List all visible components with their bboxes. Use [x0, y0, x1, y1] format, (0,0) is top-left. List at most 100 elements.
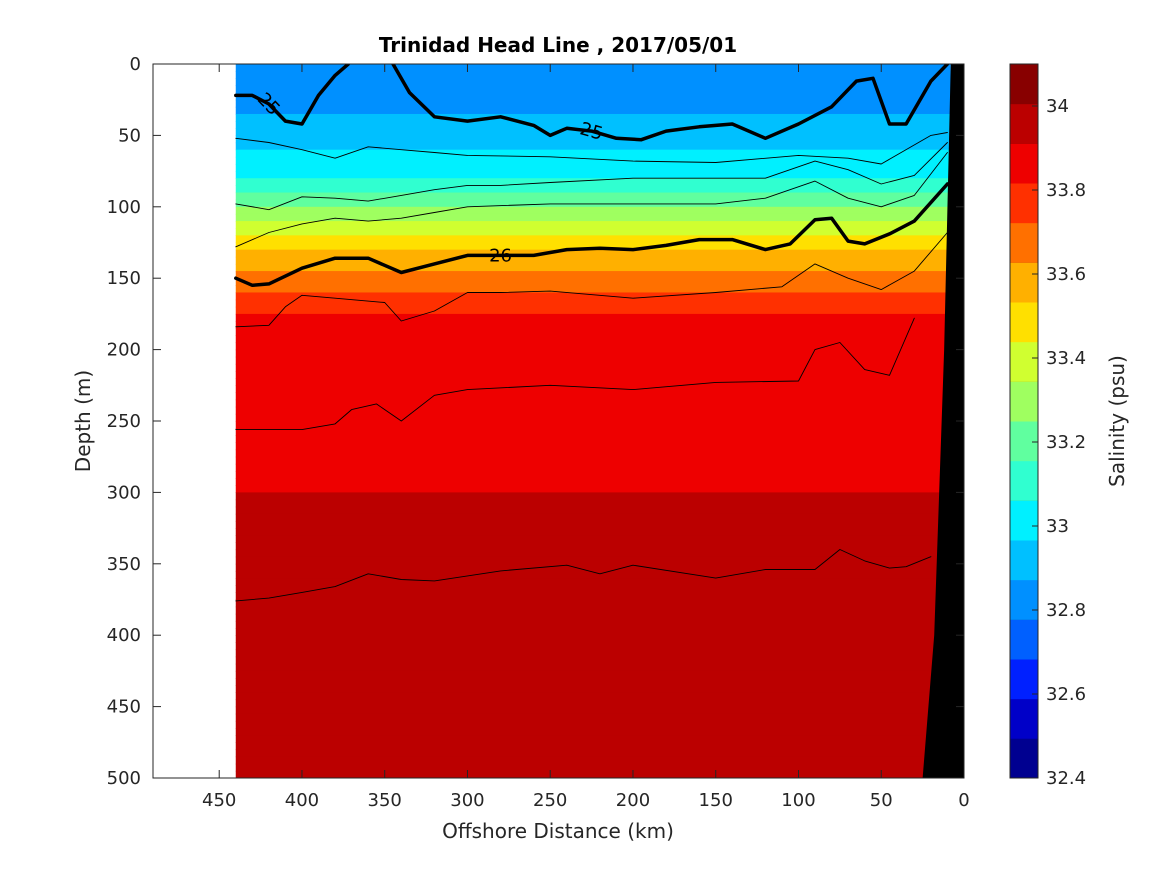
bathymetry-wedge [922, 64, 964, 778]
salinity-band [235, 285, 951, 294]
x-tick-label: 50 [870, 790, 893, 811]
salinity-band [235, 228, 951, 236]
salinity-band [235, 328, 951, 336]
colorbar-ticks: 32.4 32.6 32.8 33 33.2 33.4 33.6 33.8 34 [1032, 96, 1086, 789]
salinity-band [235, 171, 951, 179]
salinity-band [235, 520, 951, 529]
colorbar-tick-label: 33.8 [1046, 180, 1086, 201]
salinity-band [235, 728, 951, 736]
salinity-band [235, 256, 951, 265]
salinity-band [235, 542, 951, 551]
salinity-band [235, 113, 951, 122]
salinity-band [235, 528, 951, 536]
colorbar-swatch [1010, 143, 1038, 184]
salinity-band [235, 706, 951, 715]
salinity-band [235, 135, 951, 144]
salinity-band [235, 321, 951, 329]
y-axis-ticks: 0 50 100 150 200 250 300 350 400 450 500 [107, 54, 964, 789]
salinity-band [235, 99, 951, 108]
salinity-band [235, 649, 951, 658]
colorbar-swatch [1010, 183, 1038, 224]
salinity-band [235, 478, 951, 486]
salinity-band [235, 235, 951, 244]
colorbar [1010, 63, 1038, 779]
salinity-band [235, 313, 951, 322]
density-contour-line [234, 182, 950, 288]
salinity-band [235, 549, 951, 558]
colorbar-swatch [1010, 619, 1038, 660]
salinity-band [235, 85, 951, 94]
colorbar-tick-label: 32.4 [1046, 768, 1086, 789]
salinity-band [235, 713, 951, 722]
salinity-band [235, 563, 951, 572]
x-tick-label: 350 [368, 790, 402, 811]
colorbar-swatch [1010, 262, 1038, 303]
x-axis-label: Offshore Distance (km) [442, 819, 674, 843]
salinity-band [235, 378, 951, 386]
salinity-band [235, 620, 951, 629]
salinity-band [235, 185, 951, 194]
salinity-band [235, 535, 951, 543]
colorbar-swatch [1010, 698, 1038, 739]
salinity-band [235, 335, 951, 344]
colorbar-frame [1009, 63, 1039, 779]
colorbar-swatch [1010, 341, 1038, 382]
colorbar-swatch [1010, 222, 1038, 263]
colorbar-swatch [1010, 302, 1038, 343]
x-tick-label: 200 [616, 790, 650, 811]
x-tick-label: 150 [699, 790, 733, 811]
salinity-band [235, 678, 951, 686]
x-tick-label: 250 [533, 790, 567, 811]
salinity-band [235, 628, 951, 636]
x-tick-label: 400 [285, 790, 319, 811]
salinity-band [235, 506, 951, 515]
colorbar-swatch [1010, 500, 1038, 541]
salinity-band [235, 64, 951, 72]
salinity-band [235, 163, 951, 172]
salinity-band [235, 371, 951, 379]
salinity-band [235, 106, 951, 115]
salinity-band [235, 499, 951, 508]
salinity-band [235, 742, 951, 751]
salinity-band [235, 599, 951, 608]
salinity-band [235, 156, 951, 165]
salinity-band [235, 656, 951, 665]
colorbar-swatch [1010, 103, 1038, 144]
salinity-band [235, 385, 951, 394]
density-contour-label: 26 [489, 245, 512, 266]
y-tick-label: 300 [107, 482, 141, 503]
salinity-band [235, 363, 951, 372]
density-contour-line [391, 64, 950, 142]
salinity-band [235, 606, 951, 615]
salinity-band [235, 470, 951, 479]
density-contour-line [235, 232, 948, 328]
salinity-band [235, 421, 951, 429]
salinity-band [235, 749, 951, 758]
y-tick-label: 150 [107, 268, 141, 289]
salinity-band [235, 578, 951, 586]
salinity-band [235, 278, 951, 286]
salinity-band [235, 735, 951, 743]
salinity-band [235, 699, 951, 708]
salinity-band [235, 71, 951, 79]
salinity-band [235, 463, 951, 472]
y-tick-label: 0 [130, 54, 141, 75]
x-tick-label: 300 [450, 790, 484, 811]
colorbar-swatch [1010, 381, 1038, 422]
colorbar-tick-label: 33.4 [1046, 348, 1086, 369]
chart-title: Trinidad Head Line , 2017/05/01 [379, 33, 737, 57]
salinity-band [235, 435, 951, 444]
colorbar-swatch [1010, 421, 1038, 462]
salinity-band [235, 92, 951, 101]
salinity-band [235, 556, 951, 565]
salinity-band [235, 78, 951, 87]
salinity-band [235, 178, 951, 186]
salinity-band [235, 770, 951, 778]
salinity-band [235, 271, 951, 279]
salinity-band [235, 756, 951, 765]
y-tick-label: 450 [107, 697, 141, 718]
salinity-band [235, 121, 951, 129]
salinity-band [235, 442, 951, 451]
salinity-band [235, 428, 951, 436]
